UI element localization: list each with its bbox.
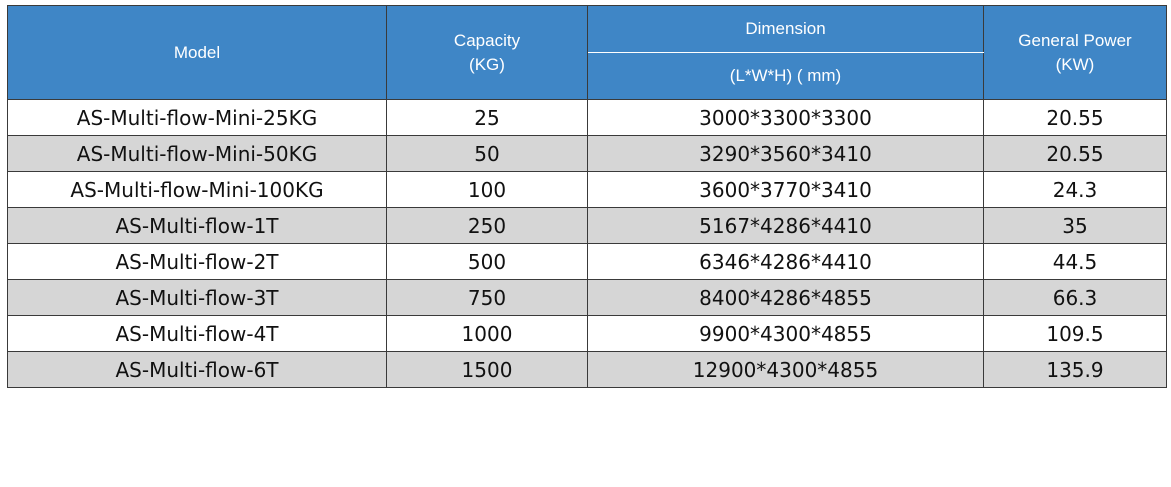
cell-capacity: 50: [386, 135, 588, 172]
header-capacity-label: Capacity: [453, 30, 521, 50]
cell-capacity: 1000: [386, 315, 588, 352]
table-row: AS-Multi-flow-6T 1500 12900*4300*4855 13…: [7, 351, 1167, 388]
cell-model: AS-Multi-flow-Mini-25KG: [7, 99, 387, 136]
header-power-label: General Power: [1018, 30, 1132, 50]
cell-dimension: 8400*4286*4855: [587, 279, 984, 316]
cell-capacity: 1500: [386, 351, 588, 388]
table-row: AS-Multi-flow-4T 1000 9900*4300*4855 109…: [7, 315, 1167, 352]
table-row: AS-Multi-flow-3T 750 8400*4286*4855 66.3: [7, 279, 1167, 316]
header-capacity-unit: (KG): [469, 54, 505, 74]
table-row: AS-Multi-flow-Mini-50KG 50 3290*3560*341…: [7, 135, 1167, 172]
table-row: AS-Multi-flow-2T 500 6346*4286*4410 44.5: [7, 243, 1167, 280]
cell-model: AS-Multi-flow-Mini-100KG: [7, 171, 387, 208]
header-dimension-unit-label: (L*W*H) ( mm): [729, 66, 842, 85]
cell-power: 35: [983, 207, 1167, 244]
cell-dimension: 6346*4286*4410: [587, 243, 984, 280]
header-model: Model: [7, 5, 387, 100]
cell-capacity: 750: [386, 279, 588, 316]
cell-power: 20.55: [983, 99, 1167, 136]
cell-dimension: 3600*3770*3410: [587, 171, 984, 208]
table-header: Model Capacity (KG) Dimension General Po…: [7, 5, 1167, 100]
table-row: AS-Multi-flow-Mini-100KG 100 3600*3770*3…: [7, 171, 1167, 208]
cell-power: 109.5: [983, 315, 1167, 352]
cell-power: 135.9: [983, 351, 1167, 388]
cell-dimension: 5167*4286*4410: [587, 207, 984, 244]
header-model-label: Model: [173, 42, 221, 62]
header-dimension-unit: (L*W*H) ( mm): [587, 52, 984, 100]
header-dimension-label: Dimension: [745, 19, 826, 38]
cell-model: AS-Multi-flow-1T: [7, 207, 387, 244]
cell-model: AS-Multi-flow-6T: [7, 351, 387, 388]
cell-dimension: 12900*4300*4855: [587, 351, 984, 388]
table-body: AS-Multi-flow-Mini-25KG 25 3000*3300*330…: [7, 99, 1167, 388]
cell-capacity: 250: [386, 207, 588, 244]
cell-power: 44.5: [983, 243, 1167, 280]
header-capacity: Capacity (KG): [386, 5, 588, 100]
table-row: AS-Multi-flow-1T 250 5167*4286*4410 35: [7, 207, 1167, 244]
cell-power: 20.55: [983, 135, 1167, 172]
cell-model: AS-Multi-flow-2T: [7, 243, 387, 280]
cell-power: 24.3: [983, 171, 1167, 208]
cell-capacity: 500: [386, 243, 588, 280]
cell-model: AS-Multi-flow-4T: [7, 315, 387, 352]
cell-capacity: 25: [386, 99, 588, 136]
cell-dimension: 9900*4300*4855: [587, 315, 984, 352]
cell-model: AS-Multi-flow-3T: [7, 279, 387, 316]
header-power-unit: (KW): [1055, 54, 1095, 74]
cell-dimension: 3000*3300*3300: [587, 99, 984, 136]
cell-capacity: 100: [386, 171, 588, 208]
cell-model: AS-Multi-flow-Mini-50KG: [7, 135, 387, 172]
header-dimension: Dimension: [587, 5, 984, 53]
cell-power: 66.3: [983, 279, 1167, 316]
table-row: AS-Multi-flow-Mini-25KG 25 3000*3300*330…: [7, 99, 1167, 136]
header-power: General Power (KW): [983, 5, 1167, 100]
specification-table: Model Capacity (KG) Dimension General Po…: [7, 5, 1167, 388]
cell-dimension: 3290*3560*3410: [587, 135, 984, 172]
